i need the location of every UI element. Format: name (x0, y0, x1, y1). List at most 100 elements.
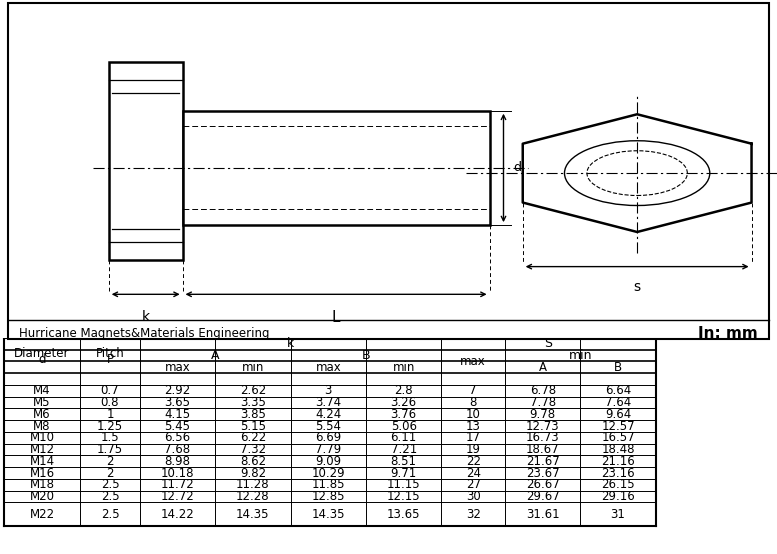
Text: 8.62: 8.62 (240, 455, 266, 468)
Bar (183, 111, 490, 225)
Text: B: B (361, 349, 371, 362)
Text: max: max (315, 361, 341, 374)
Text: 18.48: 18.48 (601, 443, 635, 456)
Text: Hurricane Magnets&Materials Engineering: Hurricane Magnets&Materials Engineering (19, 327, 270, 340)
Text: 5.06: 5.06 (391, 419, 416, 433)
Text: 14.35: 14.35 (236, 507, 270, 521)
Text: 2.62: 2.62 (240, 384, 266, 397)
Text: 9.78: 9.78 (530, 408, 556, 421)
Text: 7.79: 7.79 (315, 443, 341, 456)
Text: 12.57: 12.57 (601, 419, 635, 433)
Text: 26.67: 26.67 (526, 478, 559, 491)
Text: 21.67: 21.67 (526, 455, 559, 468)
Text: max: max (460, 355, 486, 368)
Text: 1.5: 1.5 (101, 432, 119, 444)
Text: 29.16: 29.16 (601, 490, 635, 503)
Text: 3.35: 3.35 (240, 396, 266, 409)
Bar (109, 63, 183, 260)
Text: max: max (165, 361, 190, 374)
Text: P: P (106, 353, 113, 366)
Text: 3: 3 (325, 384, 332, 397)
Text: L: L (332, 310, 340, 325)
Text: 8.51: 8.51 (391, 455, 416, 468)
Text: Pitch: Pitch (96, 347, 124, 360)
Text: 6.22: 6.22 (240, 432, 266, 444)
Text: 2.5: 2.5 (101, 490, 119, 503)
Text: 10.18: 10.18 (161, 466, 194, 480)
Text: M8: M8 (33, 419, 51, 433)
Text: 2: 2 (106, 466, 113, 480)
Text: 1: 1 (106, 408, 113, 421)
Text: 12.28: 12.28 (236, 490, 270, 503)
Text: 5.15: 5.15 (240, 419, 266, 433)
Text: min: min (392, 361, 415, 374)
Text: 23.16: 23.16 (601, 466, 635, 480)
Text: M5: M5 (33, 396, 51, 409)
Text: A: A (211, 349, 219, 362)
Text: 6.64: 6.64 (605, 384, 631, 397)
Text: 6.78: 6.78 (530, 384, 556, 397)
Text: 13: 13 (465, 419, 481, 433)
Text: 14.22: 14.22 (161, 507, 194, 521)
Text: 3.74: 3.74 (315, 396, 341, 409)
Text: 24: 24 (465, 466, 481, 480)
Text: min: min (569, 349, 592, 362)
Text: Diameter: Diameter (14, 347, 70, 360)
Text: 8.98: 8.98 (165, 455, 190, 468)
Text: M10: M10 (30, 432, 54, 444)
Text: 2: 2 (106, 455, 113, 468)
Text: 16.57: 16.57 (601, 432, 635, 444)
Text: 7.64: 7.64 (605, 396, 631, 409)
Text: 10.29: 10.29 (312, 466, 345, 480)
Text: 11.15: 11.15 (387, 478, 420, 491)
Text: B: B (614, 361, 622, 374)
Text: 2.8: 2.8 (395, 384, 413, 397)
Text: 3.26: 3.26 (391, 396, 416, 409)
Text: 1.75: 1.75 (97, 443, 123, 456)
Text: 7.21: 7.21 (391, 443, 416, 456)
Text: 11.85: 11.85 (312, 478, 345, 491)
Text: 3.85: 3.85 (240, 408, 266, 421)
Text: 9.71: 9.71 (391, 466, 416, 480)
Text: M14: M14 (30, 455, 54, 468)
Text: 6.69: 6.69 (315, 432, 341, 444)
Text: M22: M22 (30, 507, 54, 521)
Text: 31.61: 31.61 (526, 507, 559, 521)
Text: 2.92: 2.92 (165, 384, 190, 397)
Text: 31: 31 (611, 507, 625, 521)
Text: M16: M16 (30, 466, 54, 480)
Text: min: min (242, 361, 264, 374)
Text: 7.68: 7.68 (165, 443, 190, 456)
Text: 5.45: 5.45 (165, 419, 190, 433)
Text: 11.72: 11.72 (161, 478, 194, 491)
Text: In: mm: In: mm (698, 326, 758, 341)
Text: M6: M6 (33, 408, 51, 421)
Text: 13.65: 13.65 (387, 507, 420, 521)
Text: d: d (38, 353, 46, 366)
Text: 6.56: 6.56 (165, 432, 190, 444)
Text: 2.5: 2.5 (101, 478, 119, 491)
Text: 12.73: 12.73 (526, 419, 559, 433)
Text: 4.15: 4.15 (165, 408, 190, 421)
Text: 30: 30 (466, 490, 480, 503)
Text: 7: 7 (469, 384, 477, 397)
Text: 18.67: 18.67 (526, 443, 559, 456)
Text: s: s (633, 280, 641, 295)
Text: 3.65: 3.65 (165, 396, 190, 409)
Text: 9.82: 9.82 (240, 466, 266, 480)
Text: M20: M20 (30, 490, 54, 503)
Text: d: d (514, 161, 521, 175)
Text: 29.67: 29.67 (526, 490, 559, 503)
Text: 22: 22 (465, 455, 481, 468)
Text: 12.72: 12.72 (161, 490, 194, 503)
Text: M4: M4 (33, 384, 51, 397)
Text: 12.15: 12.15 (387, 490, 420, 503)
Text: 1.25: 1.25 (97, 419, 123, 433)
Text: 6.11: 6.11 (391, 432, 416, 444)
Text: k: k (141, 310, 150, 324)
Text: 0.8: 0.8 (101, 396, 119, 409)
Text: 17: 17 (465, 432, 481, 444)
Text: 8: 8 (469, 396, 477, 409)
Text: 4.24: 4.24 (315, 408, 341, 421)
Text: 21.16: 21.16 (601, 455, 635, 468)
